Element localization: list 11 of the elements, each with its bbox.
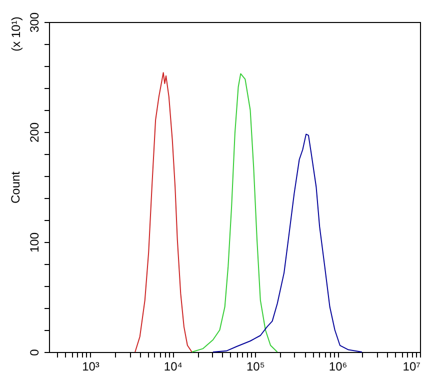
y-tick-label: 200 xyxy=(28,122,42,143)
y-tick-label: 300 xyxy=(28,12,42,33)
y-tick-label: 100 xyxy=(28,232,42,253)
x-tick-label: 10³ xyxy=(82,360,100,374)
x-tick-label: 10⁵ xyxy=(246,360,265,374)
y-tick-label: 0 xyxy=(28,348,42,356)
text: (x 10¹) xyxy=(9,16,23,52)
y-axis-title: Count xyxy=(8,170,22,204)
x-tick-label: 10⁷ xyxy=(402,360,420,374)
x-tick-label: 10⁴ xyxy=(164,360,182,374)
x-tick-label: 10⁶ xyxy=(328,360,348,374)
